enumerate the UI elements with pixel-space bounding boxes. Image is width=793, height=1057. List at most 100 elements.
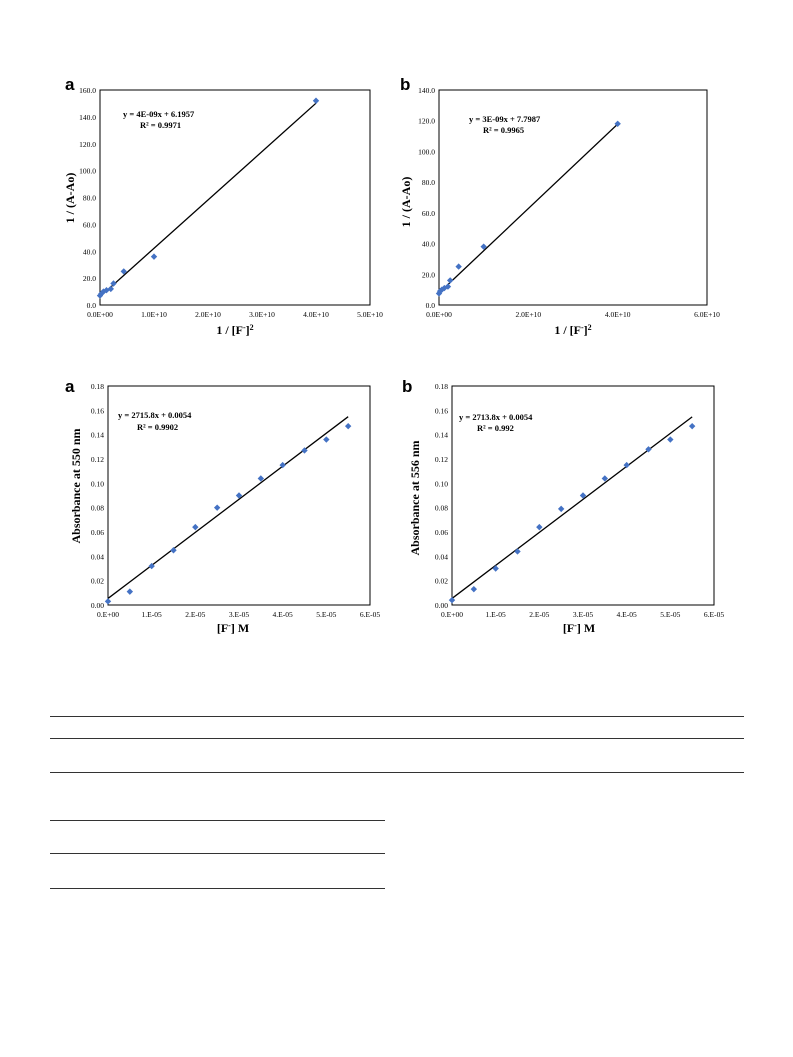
- data-point: [110, 280, 117, 287]
- y-tick-label: 0.12: [435, 455, 448, 464]
- x-tick-labels: 0.0E+00 2.0E+10 4.0E+10 6.0E+10: [426, 310, 720, 319]
- data-point: [667, 436, 674, 443]
- y-tick-label: 0.14: [435, 431, 448, 440]
- y-tick-label: 0.10: [435, 479, 448, 488]
- data-point: [579, 492, 587, 499]
- panel-letter: a: [65, 75, 75, 94]
- data-point: [312, 97, 320, 104]
- y-tick-label: 140.0: [79, 113, 96, 122]
- x-tick-labels: 0.0E+00 1.0E+10 2.0E+10 3.0E+10 4.0E+10 5.0E+…: [87, 310, 383, 319]
- table-rule-top: [50, 716, 744, 717]
- chart-svg: a 0.0E+00 1.0E+10 2.0E+10 3.0E+10 4.0E+10 5.0…: [63, 75, 383, 337]
- chart-svg: a 0.E+00 1.E-05 2.E-05 3.E-05 4.E-05 5.E-05 6.…: [65, 377, 380, 635]
- panel-letter: a: [65, 377, 75, 396]
- x-tick-label: 4.0E+10: [605, 310, 631, 319]
- y-axis-title: Absorbance at 556 nm: [408, 440, 422, 555]
- y-tick-label: 0.02: [91, 577, 104, 586]
- plot-frame: [107, 385, 371, 606]
- data-point: [492, 565, 499, 572]
- data-point: [480, 243, 487, 250]
- data-point: [455, 263, 462, 270]
- x-tick-label: 1.E-05: [142, 610, 162, 619]
- data-point: [444, 283, 452, 290]
- data-point: [344, 422, 352, 430]
- y-axis-title: 1 / (A-Ao): [63, 173, 77, 224]
- y-tick-label: 0.0: [426, 301, 436, 310]
- r-squared-label: R² = 0.9902: [137, 422, 178, 432]
- y-tick-labels: 0.0 20.0 40.0 60.0 80.0 100.0 120.0 140.0 160.0: [79, 86, 96, 310]
- trendline-equation: y = 4E-09x + 6.1957: [123, 109, 195, 119]
- data-point: [446, 277, 454, 284]
- x-axis-title: [F-] M: [217, 621, 249, 635]
- chart-svg: b 0.0E+00 2.0E+10 4.0E+10 6.0E+10 0.0 20.0 40…: [399, 75, 720, 337]
- data-points: [448, 422, 696, 604]
- y-axis-title: 1 / (A-Ao): [399, 177, 413, 228]
- y-tick-label: 0.04: [91, 552, 104, 561]
- x-tick-label: 2.0E+10: [195, 310, 221, 319]
- data-point: [557, 505, 565, 513]
- x-tick-label: 3.0E+10: [249, 310, 275, 319]
- y-tick-label: 0.10: [91, 479, 104, 488]
- table2-rule-header: [50, 853, 385, 854]
- y-tick-label: 0.04: [435, 552, 448, 561]
- y-tick-label: 100.0: [79, 167, 96, 176]
- y-tick-labels: 0.0 20.0 40.0 60.0 80.0 100.0 120.0 140.0: [418, 86, 435, 310]
- trendline: [99, 102, 317, 298]
- data-point: [98, 290, 105, 297]
- chart-panel-1: a 0.0E+00 1.0E+10 2.0E+10 3.0E+10 4.0E+10 5.0…: [60, 70, 390, 350]
- y-tick-label: 0.16: [91, 406, 104, 415]
- table-rule-header: [50, 738, 744, 739]
- data-point: [120, 268, 127, 275]
- table2-rule-bottom: [50, 888, 385, 889]
- trendline-equation: y = 2715.8x + 0.0054: [118, 410, 192, 420]
- chart-panel-4: b 0.E+00 1.E-05 2.E-05 3.E-05 4.E-05 5.E-05 6.…: [397, 368, 737, 673]
- data-points: [96, 97, 320, 299]
- table-rule-bottom: [50, 772, 744, 773]
- x-tick-label: 0.E+00: [441, 610, 463, 619]
- r-squared-label: R² = 0.9971: [140, 120, 181, 130]
- data-point: [150, 253, 158, 260]
- chart-panel-3: a 0.E+00 1.E-05 2.E-05 3.E-05 4.E-05 5.E-05 6.…: [60, 368, 390, 673]
- chart-panel-2: b 0.0E+00 2.0E+10 4.0E+10 6.0E+10 0.0 20.0 40…: [397, 70, 737, 350]
- data-point: [301, 447, 308, 454]
- trendline-equation: y = 3E-09x + 7.7987: [469, 114, 541, 124]
- data-point: [96, 292, 104, 299]
- r-squared-label: R² = 0.992: [477, 423, 514, 433]
- x-tick-label: 5.E-05: [316, 610, 336, 619]
- data-point: [235, 492, 243, 499]
- y-axis-title: Absorbance at 550 nm: [69, 428, 83, 543]
- trendline-equation: y = 2713.8x + 0.0054: [459, 412, 533, 422]
- y-tick-label: 0.06: [435, 528, 448, 537]
- data-point: [103, 287, 110, 294]
- x-tick-labels: 0.E+00 1.E-05 2.E-05 3.E-05 4.E-05 5.E-05 6.E-…: [97, 610, 380, 619]
- x-tick-label: 2.E-05: [529, 610, 549, 619]
- y-tick-label: 0.00: [91, 601, 104, 610]
- x-tick-label: 4.0E+10: [303, 310, 329, 319]
- data-point: [536, 523, 543, 531]
- x-tick-label: 0.0E+00: [87, 310, 113, 319]
- x-tick-label: 1.0E+10: [141, 310, 167, 319]
- data-point: [107, 285, 114, 293]
- data-point: [192, 523, 199, 531]
- data-point: [323, 436, 330, 443]
- plot-frame: [451, 385, 715, 606]
- y-tick-label: 0.12: [91, 455, 104, 464]
- y-tick-label: 140.0: [418, 86, 435, 95]
- y-tick-label: 0.08: [91, 504, 104, 513]
- data-point: [257, 475, 265, 482]
- y-tick-label: 0.02: [435, 577, 448, 586]
- plot-frame: [438, 89, 708, 306]
- data-point: [688, 422, 696, 430]
- x-axis-title: [F-] M: [563, 621, 595, 635]
- x-tick-label: 5.0E+10: [357, 310, 383, 319]
- panel-letter: b: [400, 75, 410, 94]
- x-tick-label: 4.E-05: [273, 610, 293, 619]
- y-tick-label: 40.0: [83, 247, 96, 256]
- y-tick-label: 80.0: [422, 178, 435, 187]
- trendline: [451, 416, 693, 599]
- y-tick-label: 0.18: [435, 382, 448, 391]
- x-axis-title: 1 / [F-]2: [216, 323, 253, 337]
- data-point: [645, 446, 652, 453]
- data-point: [104, 598, 112, 605]
- y-tick-label: 40.0: [422, 240, 435, 249]
